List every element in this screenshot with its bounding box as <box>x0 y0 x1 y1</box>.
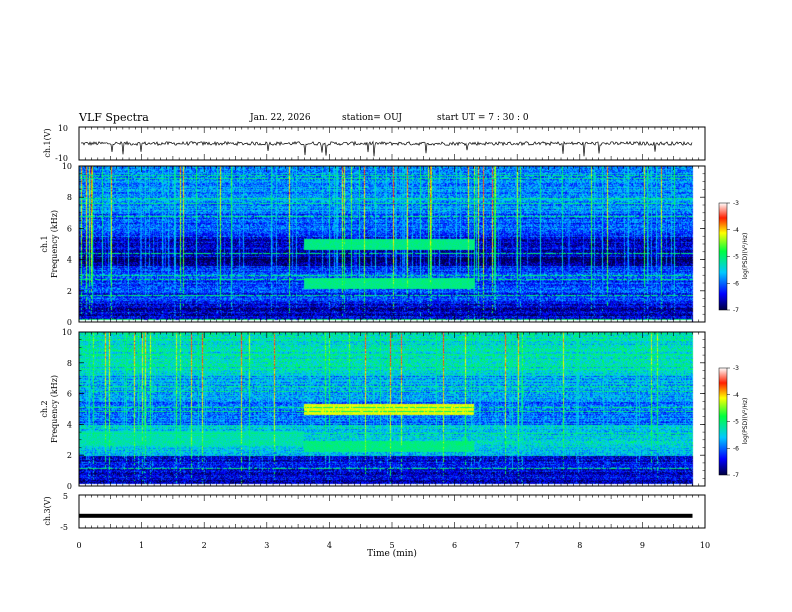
time-tick-label: 8 <box>577 541 582 550</box>
panel-ch1-voltage: 10 -10 ch.1(V) <box>43 124 706 163</box>
ch1-spec-ylabel-1: ch.1 <box>40 235 49 252</box>
freq-tick-label: 6 <box>67 224 72 233</box>
time-axis-ticklabels: 0 1 2 3 4 5 6 7 8 9 10 <box>76 541 710 550</box>
ch3-ytick-bottom: -5 <box>60 523 68 532</box>
time-axis-label: Time (min) <box>367 548 417 559</box>
figure-title: VLF Spectra <box>79 111 149 124</box>
ch2-spec-ylabel-1: ch.2 <box>40 400 49 417</box>
colorbar-tick-label: -6 <box>733 445 739 452</box>
freq-tick-label: 6 <box>67 390 72 399</box>
time-tick-label: 7 <box>515 541 520 550</box>
freq-tick-label: 2 <box>67 451 72 460</box>
ch2-colorbar-ticks: -3 -4 -5 -6 -7 <box>727 365 739 479</box>
colorbar-tick-label: -3 <box>733 200 739 207</box>
time-tick-label: 6 <box>452 541 457 550</box>
ch3-ytick-top: 5 <box>63 492 68 501</box>
freq-tick-label: 10 <box>62 162 72 171</box>
freq-tick-label: 0 <box>67 318 72 327</box>
ch3-voltage-ylabel: ch.3(V) <box>43 496 52 525</box>
date-label: Jan. 22, 2026 <box>250 113 311 123</box>
ch3-voltage-trace <box>79 513 693 518</box>
colorbar-tick-label: -3 <box>733 365 739 372</box>
freq-tick-label: 0 <box>67 482 72 491</box>
colorbar-tick-label: -7 <box>733 307 739 314</box>
panel-ch1-spec-ticks <box>78 166 706 322</box>
panel-ch3-ticks <box>78 495 706 528</box>
ch2-colorbar-label: log(PSD)(V²/Hz) <box>742 398 749 445</box>
ch1-spec-ylabel-2: Frequency (kHz) <box>50 210 59 278</box>
colorbar-tick-label: -6 <box>733 280 739 287</box>
panel-ch2-spec-ticks <box>78 332 706 486</box>
freq-tick-label: 8 <box>67 359 72 368</box>
panel-ch3-voltage: 5 -5 ch.3(V) <box>43 492 706 532</box>
colorbar-tick-label: -4 <box>733 392 739 399</box>
ch2-spec-ylabel-2: Frequency (kHz) <box>50 375 59 443</box>
time-tick-label: 0 <box>76 541 81 550</box>
station-label: station= OUJ <box>342 113 403 123</box>
time-tick-label: 2 <box>202 541 207 550</box>
time-tick-label: 4 <box>327 541 332 550</box>
ch2-colorbar <box>718 367 728 476</box>
panel-ch1-ticks <box>78 127 706 160</box>
ch2-spec-yticks: 0 2 4 6 8 10 <box>62 328 705 491</box>
freq-tick-label: 8 <box>67 193 72 202</box>
ch2-spectrogram-image <box>79 332 705 486</box>
time-tick-label: 5 <box>389 541 394 550</box>
colorbar-tick-label: -7 <box>733 472 739 479</box>
time-tick-label: 9 <box>640 541 645 550</box>
time-tick-label: 10 <box>700 541 710 550</box>
ch1-ytick-top: 10 <box>58 124 68 133</box>
ch1-colorbar-ticks: -3 -4 -5 -6 -7 <box>727 200 739 314</box>
ch1-colorbar-label: log(PSD)(V²/Hz) <box>742 233 749 280</box>
freq-tick-label: 4 <box>67 420 72 429</box>
ch1-spectrogram-image <box>79 166 705 322</box>
time-tick-label: 1 <box>139 541 144 550</box>
freq-tick-label: 2 <box>67 287 72 296</box>
colorbar-tick-label: -5 <box>733 254 739 261</box>
ch1-spec-yticks: 0 2 4 6 8 10 <box>62 162 705 327</box>
colorbar-tick-label: -4 <box>733 227 739 234</box>
ch1-colorbar <box>718 202 728 311</box>
ch1-voltage-trace <box>80 140 693 157</box>
ch1-ytick-bottom: -10 <box>55 154 68 163</box>
time-tick-label: 3 <box>264 541 269 550</box>
start-time-label: start UT = 7 : 30 : 0 <box>437 113 529 123</box>
freq-tick-label: 10 <box>62 328 72 337</box>
colorbar-tick-label: -5 <box>733 419 739 426</box>
freq-tick-label: 4 <box>67 256 72 265</box>
ch1-voltage-ylabel: ch.1(V) <box>43 128 52 157</box>
